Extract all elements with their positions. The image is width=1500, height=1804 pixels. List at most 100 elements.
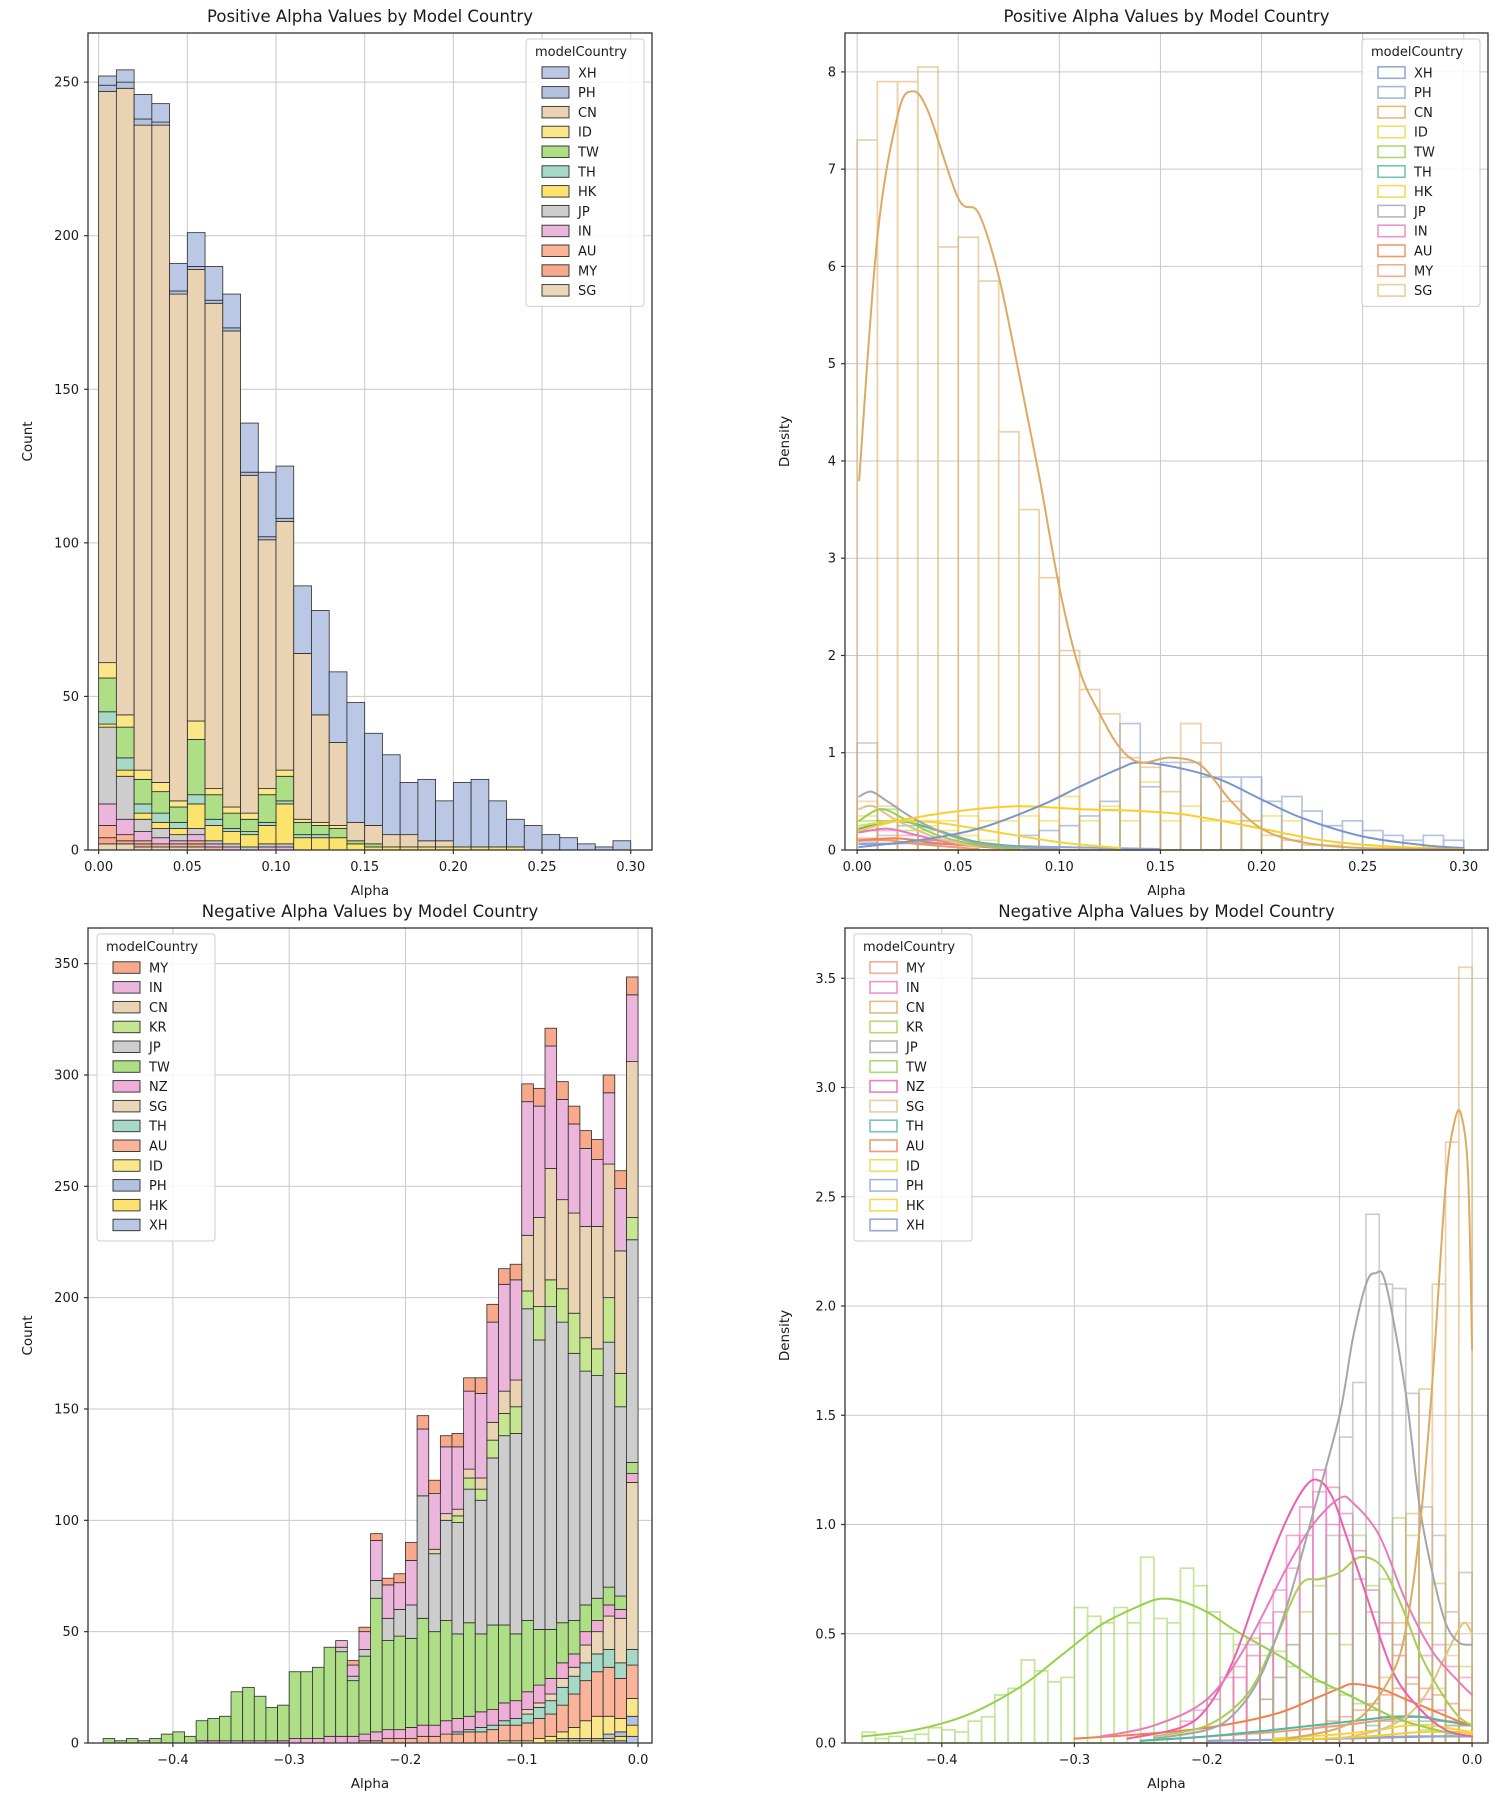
kde-JP <box>1152 1270 1474 1740</box>
legend-label-ID: ID <box>578 126 592 141</box>
svg-text:−0.1: −0.1 <box>1324 1753 1356 1768</box>
legend-label-CN: CN <box>1414 106 1433 121</box>
svg-text:7: 7 <box>828 163 836 178</box>
svg-text:300: 300 <box>54 1068 79 1083</box>
legend-label-PH: PH <box>1414 86 1432 101</box>
svg-text:200: 200 <box>54 229 79 244</box>
legend-label-PH: PH <box>149 1179 167 1194</box>
kde-KR <box>1152 1555 1474 1738</box>
legend-title: modelCountry <box>863 940 955 955</box>
axes-labels: 0.00 0.05 0.10 0.15 0.20 0.25 0.30 0 50 100 150 200… <box>20 7 645 899</box>
legend-label-MY: MY <box>578 264 597 279</box>
svg-text:5: 5 <box>828 357 836 372</box>
legend-label-XH: XH <box>1414 66 1433 81</box>
legend-label-IN: IN <box>1414 225 1428 240</box>
x-axis-label: Alpha <box>1147 883 1185 899</box>
svg-text:0: 0 <box>828 844 836 859</box>
legend-title: modelCountry <box>535 45 627 60</box>
legend-title: modelCountry <box>106 940 198 955</box>
legend-label-PH: PH <box>906 1179 924 1194</box>
series-TW <box>98 677 383 848</box>
series-CN <box>428 1061 639 1555</box>
legend-label-ID: ID <box>906 1159 920 1174</box>
legend: modelCountry MY IN CN KR JP TW NZ SG TH AU ID PH HK XH <box>96 933 216 1242</box>
kde-TW <box>861 1597 1474 1738</box>
legend-label-HK: HK <box>1414 185 1433 200</box>
legend-label-TH: TH <box>1413 165 1432 180</box>
axes-labels: 0.00 0.05 0.10 0.15 0.20 0.25 0.30 0 1 2 3 4 5 6 7 8 Pos… <box>777 7 1478 899</box>
svg-text:2.5: 2.5 <box>815 1190 836 1205</box>
legend-label-NZ: NZ <box>906 1080 925 1095</box>
kde-CN <box>1285 1109 1474 1740</box>
legend-label-AU: AU <box>149 1140 167 1155</box>
kde-TW <box>858 808 1020 851</box>
legend-label-PH: PH <box>578 86 596 101</box>
legend-label-IN: IN <box>578 225 592 240</box>
legend-label-SG: SG <box>578 284 596 299</box>
series-TH <box>451 1649 639 1735</box>
svg-text:0.15: 0.15 <box>350 860 379 875</box>
series-JP <box>335 1239 639 1682</box>
svg-text:0.05: 0.05 <box>173 860 202 875</box>
kde-PH <box>1205 1735 1474 1742</box>
legend-label-SG: SG <box>149 1100 167 1115</box>
svg-text:−0.2: −0.2 <box>390 1753 422 1768</box>
legend: modelCountry MY IN CN KR JP TW NZ SG TH AU ID PH HK XH <box>853 933 973 1242</box>
legend-label-HK: HK <box>906 1199 925 1214</box>
kde-ID <box>1272 1723 1474 1740</box>
legend-label-XH: XH <box>149 1219 168 1234</box>
legend-label-CN: CN <box>149 1001 168 1016</box>
svg-text:0.15: 0.15 <box>1146 860 1175 875</box>
y-axis-label: Density <box>777 416 793 467</box>
svg-text:250: 250 <box>54 1180 79 1195</box>
legend-label-AU: AU <box>1414 245 1432 260</box>
chart-title: Positive Alpha Values by Model Country <box>1004 7 1330 26</box>
kde-NZ <box>1126 1478 1474 1740</box>
series-TH <box>98 711 330 839</box>
legend-label-TH: TH <box>577 165 596 180</box>
y-axis-label: Count <box>20 421 36 461</box>
kde-HK <box>1272 1730 1474 1742</box>
svg-text:0.0: 0.0 <box>1462 1753 1483 1768</box>
legend-label-IN: IN <box>906 981 920 996</box>
legend-label-HK: HK <box>578 185 597 200</box>
svg-text:0.00: 0.00 <box>84 860 113 875</box>
svg-text:−0.1: −0.1 <box>506 1753 538 1768</box>
legend-label-XH: XH <box>906 1219 925 1234</box>
svg-text:0.30: 0.30 <box>1449 860 1478 875</box>
legend-label-SG: SG <box>906 1100 924 1115</box>
legend-label-AU: AU <box>906 1140 924 1155</box>
svg-text:100: 100 <box>54 1514 79 1529</box>
chart-pos-count: 0.00 0.05 0.10 0.15 0.20 0.25 0.30 0 50 100 150 200… <box>20 7 653 899</box>
svg-text:0: 0 <box>71 1737 79 1752</box>
svg-text:−0.3: −0.3 <box>1059 1753 1091 1768</box>
svg-text:6: 6 <box>828 260 836 275</box>
legend-label-SG: SG <box>1414 284 1432 299</box>
svg-text:150: 150 <box>54 383 79 398</box>
legend-label-TH: TH <box>148 1120 167 1135</box>
svg-text:1.5: 1.5 <box>815 1409 836 1424</box>
svg-text:−0.4: −0.4 <box>926 1753 958 1768</box>
svg-text:50: 50 <box>62 1625 79 1640</box>
axes-labels: −0.4 −0.3 −0.2 −0.1 0.0 0.0 0.5 1.0 1.5 2.0 2.5 3.0… <box>777 902 1482 1792</box>
series-area <box>98 69 632 851</box>
x-axis-label: Alpha <box>351 1776 389 1792</box>
plot-border <box>844 927 1489 1744</box>
chart-title: Negative Alpha Values by Model Country <box>202 902 539 921</box>
svg-text:2.0: 2.0 <box>815 1300 836 1315</box>
legend-label-JP: JP <box>1413 205 1426 220</box>
svg-text:0.00: 0.00 <box>843 860 872 875</box>
legend-label-HK: HK <box>149 1199 168 1214</box>
series-area <box>861 966 1474 1744</box>
series-NZ <box>195 1473 639 1744</box>
series-PH <box>98 81 295 541</box>
svg-text:1: 1 <box>828 746 836 761</box>
series-area <box>102 976 639 1744</box>
legend-label-TW: TW <box>577 146 599 161</box>
svg-text:100: 100 <box>54 536 79 551</box>
legend-label-MY: MY <box>1414 264 1433 279</box>
series-CN <box>98 87 454 848</box>
legend-label-MY: MY <box>149 961 168 976</box>
